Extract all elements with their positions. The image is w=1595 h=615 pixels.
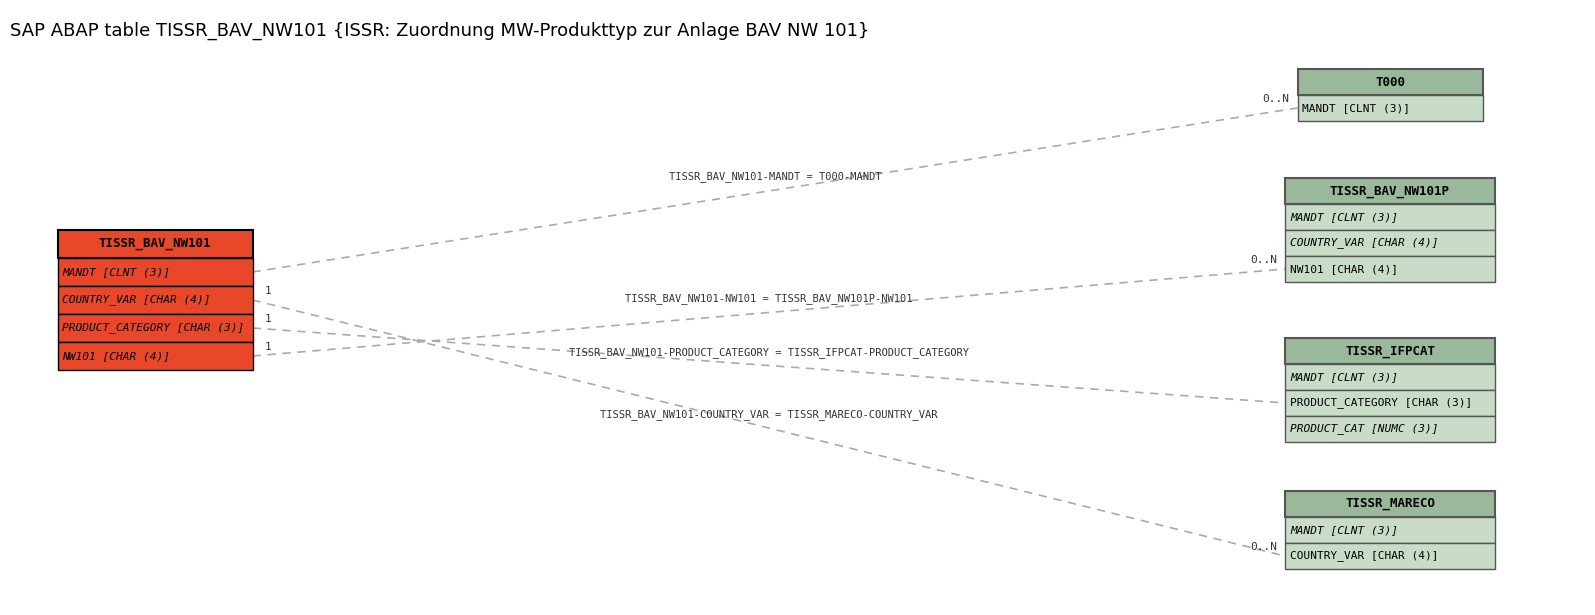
Bar bbox=[1286, 390, 1495, 416]
Text: 0..N: 0..N bbox=[1263, 94, 1289, 104]
Text: TISSR_BAV_NW101: TISSR_BAV_NW101 bbox=[99, 237, 211, 250]
Text: TISSR_MARECO: TISSR_MARECO bbox=[1345, 498, 1436, 510]
Text: 0..N: 0..N bbox=[1250, 542, 1278, 552]
Bar bbox=[1297, 95, 1482, 121]
Bar bbox=[1286, 364, 1495, 390]
Bar bbox=[1286, 178, 1495, 204]
Text: TISSR_BAV_NW101-COUNTRY_VAR = TISSR_MARECO-COUNTRY_VAR: TISSR_BAV_NW101-COUNTRY_VAR = TISSR_MARE… bbox=[600, 409, 938, 420]
Bar bbox=[1286, 491, 1495, 517]
Text: 1: 1 bbox=[265, 286, 271, 296]
Text: COUNTRY_VAR [CHAR (4)]: COUNTRY_VAR [CHAR (4)] bbox=[62, 295, 211, 306]
Bar bbox=[1286, 204, 1495, 230]
Text: MANDT [CLNT (3)]: MANDT [CLNT (3)] bbox=[1290, 372, 1397, 382]
Bar bbox=[1286, 338, 1495, 364]
Bar bbox=[57, 314, 252, 342]
Text: TISSR_BAV_NW101-NW101 = TISSR_BAV_NW101P-NW101: TISSR_BAV_NW101-NW101 = TISSR_BAV_NW101P… bbox=[625, 293, 912, 304]
Bar bbox=[57, 286, 252, 314]
Bar bbox=[1286, 256, 1495, 282]
Text: PRODUCT_CATEGORY [CHAR (3)]: PRODUCT_CATEGORY [CHAR (3)] bbox=[1290, 397, 1472, 408]
Text: PRODUCT_CATEGORY [CHAR (3)]: PRODUCT_CATEGORY [CHAR (3)] bbox=[62, 322, 244, 333]
Text: COUNTRY_VAR [CHAR (4)]: COUNTRY_VAR [CHAR (4)] bbox=[1290, 237, 1439, 248]
Text: MANDT [CLNT (3)]: MANDT [CLNT (3)] bbox=[1303, 103, 1410, 113]
Bar bbox=[1286, 230, 1495, 256]
Text: MANDT [CLNT (3)]: MANDT [CLNT (3)] bbox=[62, 267, 171, 277]
Bar bbox=[1297, 69, 1482, 95]
Text: 0..N: 0..N bbox=[1250, 255, 1278, 265]
Text: 1: 1 bbox=[265, 314, 271, 324]
Text: PRODUCT_CAT [NUMC (3)]: PRODUCT_CAT [NUMC (3)] bbox=[1290, 424, 1439, 434]
Text: MANDT [CLNT (3)]: MANDT [CLNT (3)] bbox=[1290, 525, 1397, 535]
Bar bbox=[1286, 543, 1495, 569]
Bar bbox=[57, 230, 252, 258]
Bar bbox=[57, 342, 252, 370]
Bar bbox=[1286, 416, 1495, 442]
Text: 1: 1 bbox=[265, 342, 271, 352]
Text: TISSR_BAV_NW101-MANDT = T000-MANDT: TISSR_BAV_NW101-MANDT = T000-MANDT bbox=[668, 171, 882, 182]
Text: TISSR_BAV_NW101P: TISSR_BAV_NW101P bbox=[1330, 184, 1450, 197]
Text: TISSR_BAV_NW101-PRODUCT_CATEGORY = TISSR_IFPCAT-PRODUCT_CATEGORY: TISSR_BAV_NW101-PRODUCT_CATEGORY = TISSR… bbox=[569, 347, 968, 357]
Text: TISSR_IFPCAT: TISSR_IFPCAT bbox=[1345, 344, 1436, 357]
Bar bbox=[57, 258, 252, 286]
Text: COUNTRY_VAR [CHAR (4)]: COUNTRY_VAR [CHAR (4)] bbox=[1290, 550, 1439, 561]
Text: NW101 [CHAR (4)]: NW101 [CHAR (4)] bbox=[1290, 264, 1397, 274]
Text: NW101 [CHAR (4)]: NW101 [CHAR (4)] bbox=[62, 351, 171, 361]
Text: SAP ABAP table TISSR_BAV_NW101 {ISSR: Zuordnung MW-Produkttyp zur Anlage BAV NW : SAP ABAP table TISSR_BAV_NW101 {ISSR: Zu… bbox=[10, 22, 869, 40]
Text: MANDT [CLNT (3)]: MANDT [CLNT (3)] bbox=[1290, 212, 1397, 222]
Text: T000: T000 bbox=[1375, 76, 1405, 89]
Bar bbox=[1286, 517, 1495, 543]
